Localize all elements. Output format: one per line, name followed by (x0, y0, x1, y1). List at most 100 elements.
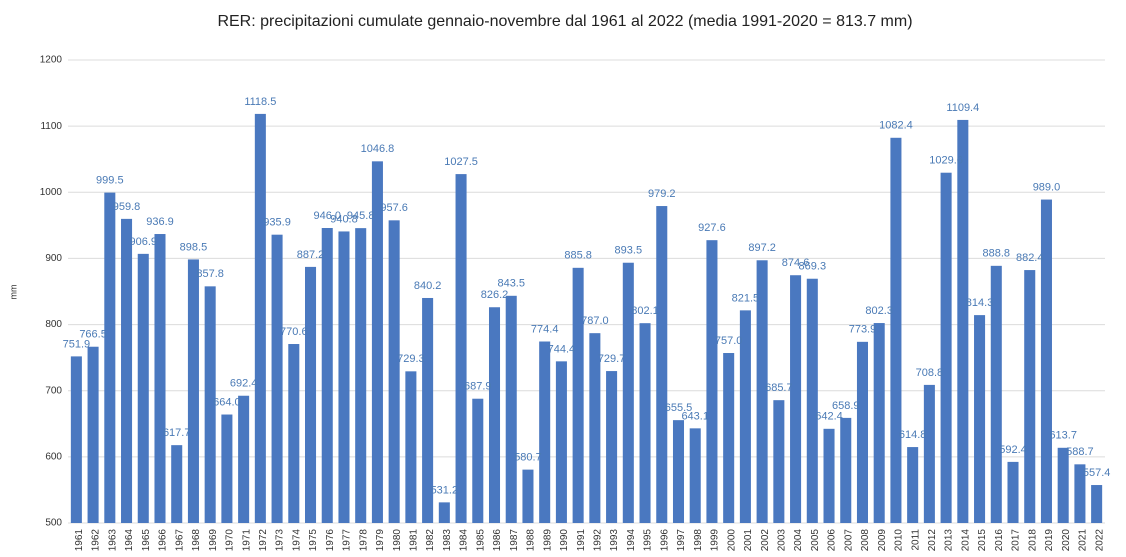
value-label: 613.7 (1049, 430, 1077, 442)
y-tick-label: 600 (45, 451, 62, 462)
value-label: 821.5 (732, 292, 760, 304)
bar (990, 265, 1002, 523)
bar (288, 344, 300, 523)
value-label: 940.8 (330, 213, 358, 225)
value-label: 843.5 (497, 278, 525, 290)
value-label: 936.9 (146, 216, 174, 228)
x-tick-label: 2001 (743, 529, 754, 552)
bar (1057, 447, 1069, 523)
bar (756, 260, 768, 523)
bar (422, 297, 434, 523)
bar (522, 469, 534, 523)
y-tick-label: 1000 (40, 187, 63, 198)
bar (204, 286, 216, 523)
x-tick-label: 1988 (526, 529, 537, 552)
value-label: 592.4 (999, 444, 1027, 456)
value-label: 802.3 (865, 305, 893, 317)
x-tick-label: 1964 (124, 529, 135, 552)
bar (689, 428, 701, 523)
x-tick-label: 2005 (810, 529, 821, 552)
value-label: 1029.6 (929, 155, 963, 167)
bar (104, 192, 116, 523)
x-tick-label: 1978 (358, 529, 369, 552)
bar (639, 323, 651, 523)
bar (321, 228, 333, 523)
bar (622, 262, 634, 523)
bar (405, 371, 417, 523)
bar (806, 278, 818, 523)
bar (790, 275, 802, 523)
value-label: 999.5 (96, 175, 124, 187)
x-tick-label: 1993 (609, 529, 620, 552)
x-tick-label: 2015 (977, 529, 988, 552)
x-tick-label: 1985 (475, 529, 486, 552)
x-tick-label: 1968 (191, 529, 202, 552)
x-tick-label: 1984 (459, 529, 470, 552)
value-label: 957.6 (380, 202, 408, 214)
bar (672, 420, 685, 523)
bar (388, 220, 400, 523)
bar (739, 310, 751, 523)
value-label: 751.9 (63, 338, 91, 350)
value-label: 989.0 (1033, 181, 1061, 193)
x-tick-label: 1990 (559, 529, 570, 552)
value-label: 655.5 (665, 402, 693, 414)
value-label: 557.4 (1083, 467, 1111, 479)
bar (472, 398, 484, 523)
y-tick-label: 900 (45, 253, 62, 264)
value-label: 1027.5 (444, 156, 478, 168)
value-label: 617.7 (163, 427, 191, 439)
y-tick-label: 1200 (40, 55, 63, 66)
value-label: 770.6 (280, 326, 308, 338)
x-tick-label: 1991 (576, 529, 587, 552)
value-label: 729.3 (397, 353, 425, 365)
x-tick-label: 1972 (258, 529, 269, 552)
bar (1040, 199, 1052, 523)
x-tick-label: 1973 (275, 529, 286, 552)
bar (1024, 270, 1036, 523)
value-label: 979.2 (648, 188, 676, 200)
x-tick-label: 1997 (676, 529, 687, 552)
value-label: 729.7 (598, 353, 626, 365)
value-label: 766.5 (79, 329, 107, 341)
bar (539, 341, 551, 523)
x-tick-label: 2008 (860, 529, 871, 552)
bar (187, 259, 199, 523)
y-tick-label: 700 (45, 385, 62, 396)
value-label: 1046.8 (361, 143, 395, 155)
bar (555, 361, 567, 523)
value-label: 814.3 (966, 297, 994, 309)
value-label: 1109.4 (946, 102, 979, 114)
value-label: 642.4 (815, 411, 843, 423)
x-tick-label: 1967 (174, 529, 185, 552)
x-tick-label: 2007 (843, 529, 854, 552)
bar (940, 172, 952, 523)
x-tick-label: 1996 (659, 529, 670, 552)
x-tick-label: 1979 (375, 529, 386, 552)
x-tick-label: 1966 (158, 529, 169, 552)
value-label: 946.0 (313, 210, 341, 222)
value-label: 687.9 (464, 381, 492, 393)
value-label: 580.7 (514, 452, 542, 464)
x-tick-label: 1976 (325, 529, 336, 552)
value-label: 874.6 (782, 257, 810, 269)
bar (606, 371, 618, 523)
bar (338, 231, 350, 523)
value-label: 588.7 (1066, 446, 1094, 458)
x-tick-label: 1998 (693, 529, 704, 552)
x-tick-label: 1987 (509, 529, 520, 552)
x-tick-label: 1974 (291, 529, 302, 552)
x-tick-label: 2012 (927, 529, 938, 552)
value-label: 658.9 (832, 400, 860, 412)
value-label: 787.0 (581, 315, 609, 327)
x-tick-label: 2004 (793, 529, 804, 552)
value-label: 773.9 (849, 324, 877, 336)
x-tick-label: 1977 (342, 529, 353, 552)
value-label: 840.2 (414, 280, 442, 292)
x-tick-label: 2011 (910, 529, 921, 551)
x-tick-label: 1982 (425, 529, 436, 552)
value-label: 1118.5 (244, 96, 276, 108)
bar (137, 253, 149, 523)
bar (1007, 461, 1019, 523)
